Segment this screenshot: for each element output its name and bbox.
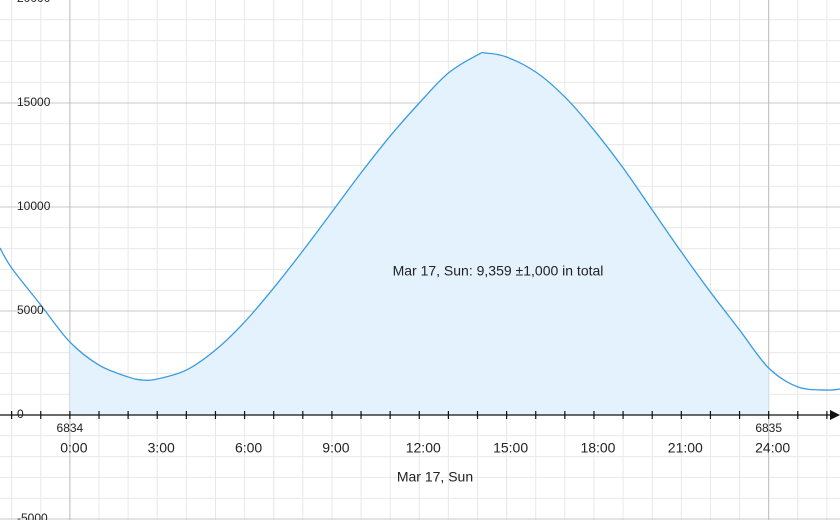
x-tick-label: 21:00 (668, 440, 703, 456)
x-tick-label: 0:00 (60, 440, 87, 456)
y-tick-label: 0 (17, 407, 24, 421)
x-tick-label: 9:00 (322, 440, 349, 456)
x-axis-label: Mar 17, Sun (397, 469, 473, 485)
y-tick-label: 5000 (17, 303, 44, 317)
x-tick-label: 12:00 (406, 440, 441, 456)
x-tick-label: 3:00 (148, 440, 175, 456)
x-tick-label: 6:00 (235, 440, 262, 456)
y-tick-label: 15000 (17, 95, 51, 109)
y-tick-label: -5000 (17, 511, 48, 520)
x-tick-label: 24:00 (755, 440, 790, 456)
line (0, 51, 840, 391)
x-axis-arrow (830, 410, 840, 420)
x-tick-label: 15:00 (493, 440, 528, 456)
plot (0, 51, 840, 415)
y-tick-label: 20000 (17, 0, 51, 5)
day-label: 6834 (57, 421, 84, 435)
day-label: 6835 (755, 421, 782, 435)
y-tick-label: 10000 (17, 199, 51, 213)
x-tick-label: 18:00 (580, 440, 615, 456)
annotation: Mar 17, Sun: 9,359 ±1,000 in total (393, 263, 604, 279)
area-fill (69, 53, 769, 415)
